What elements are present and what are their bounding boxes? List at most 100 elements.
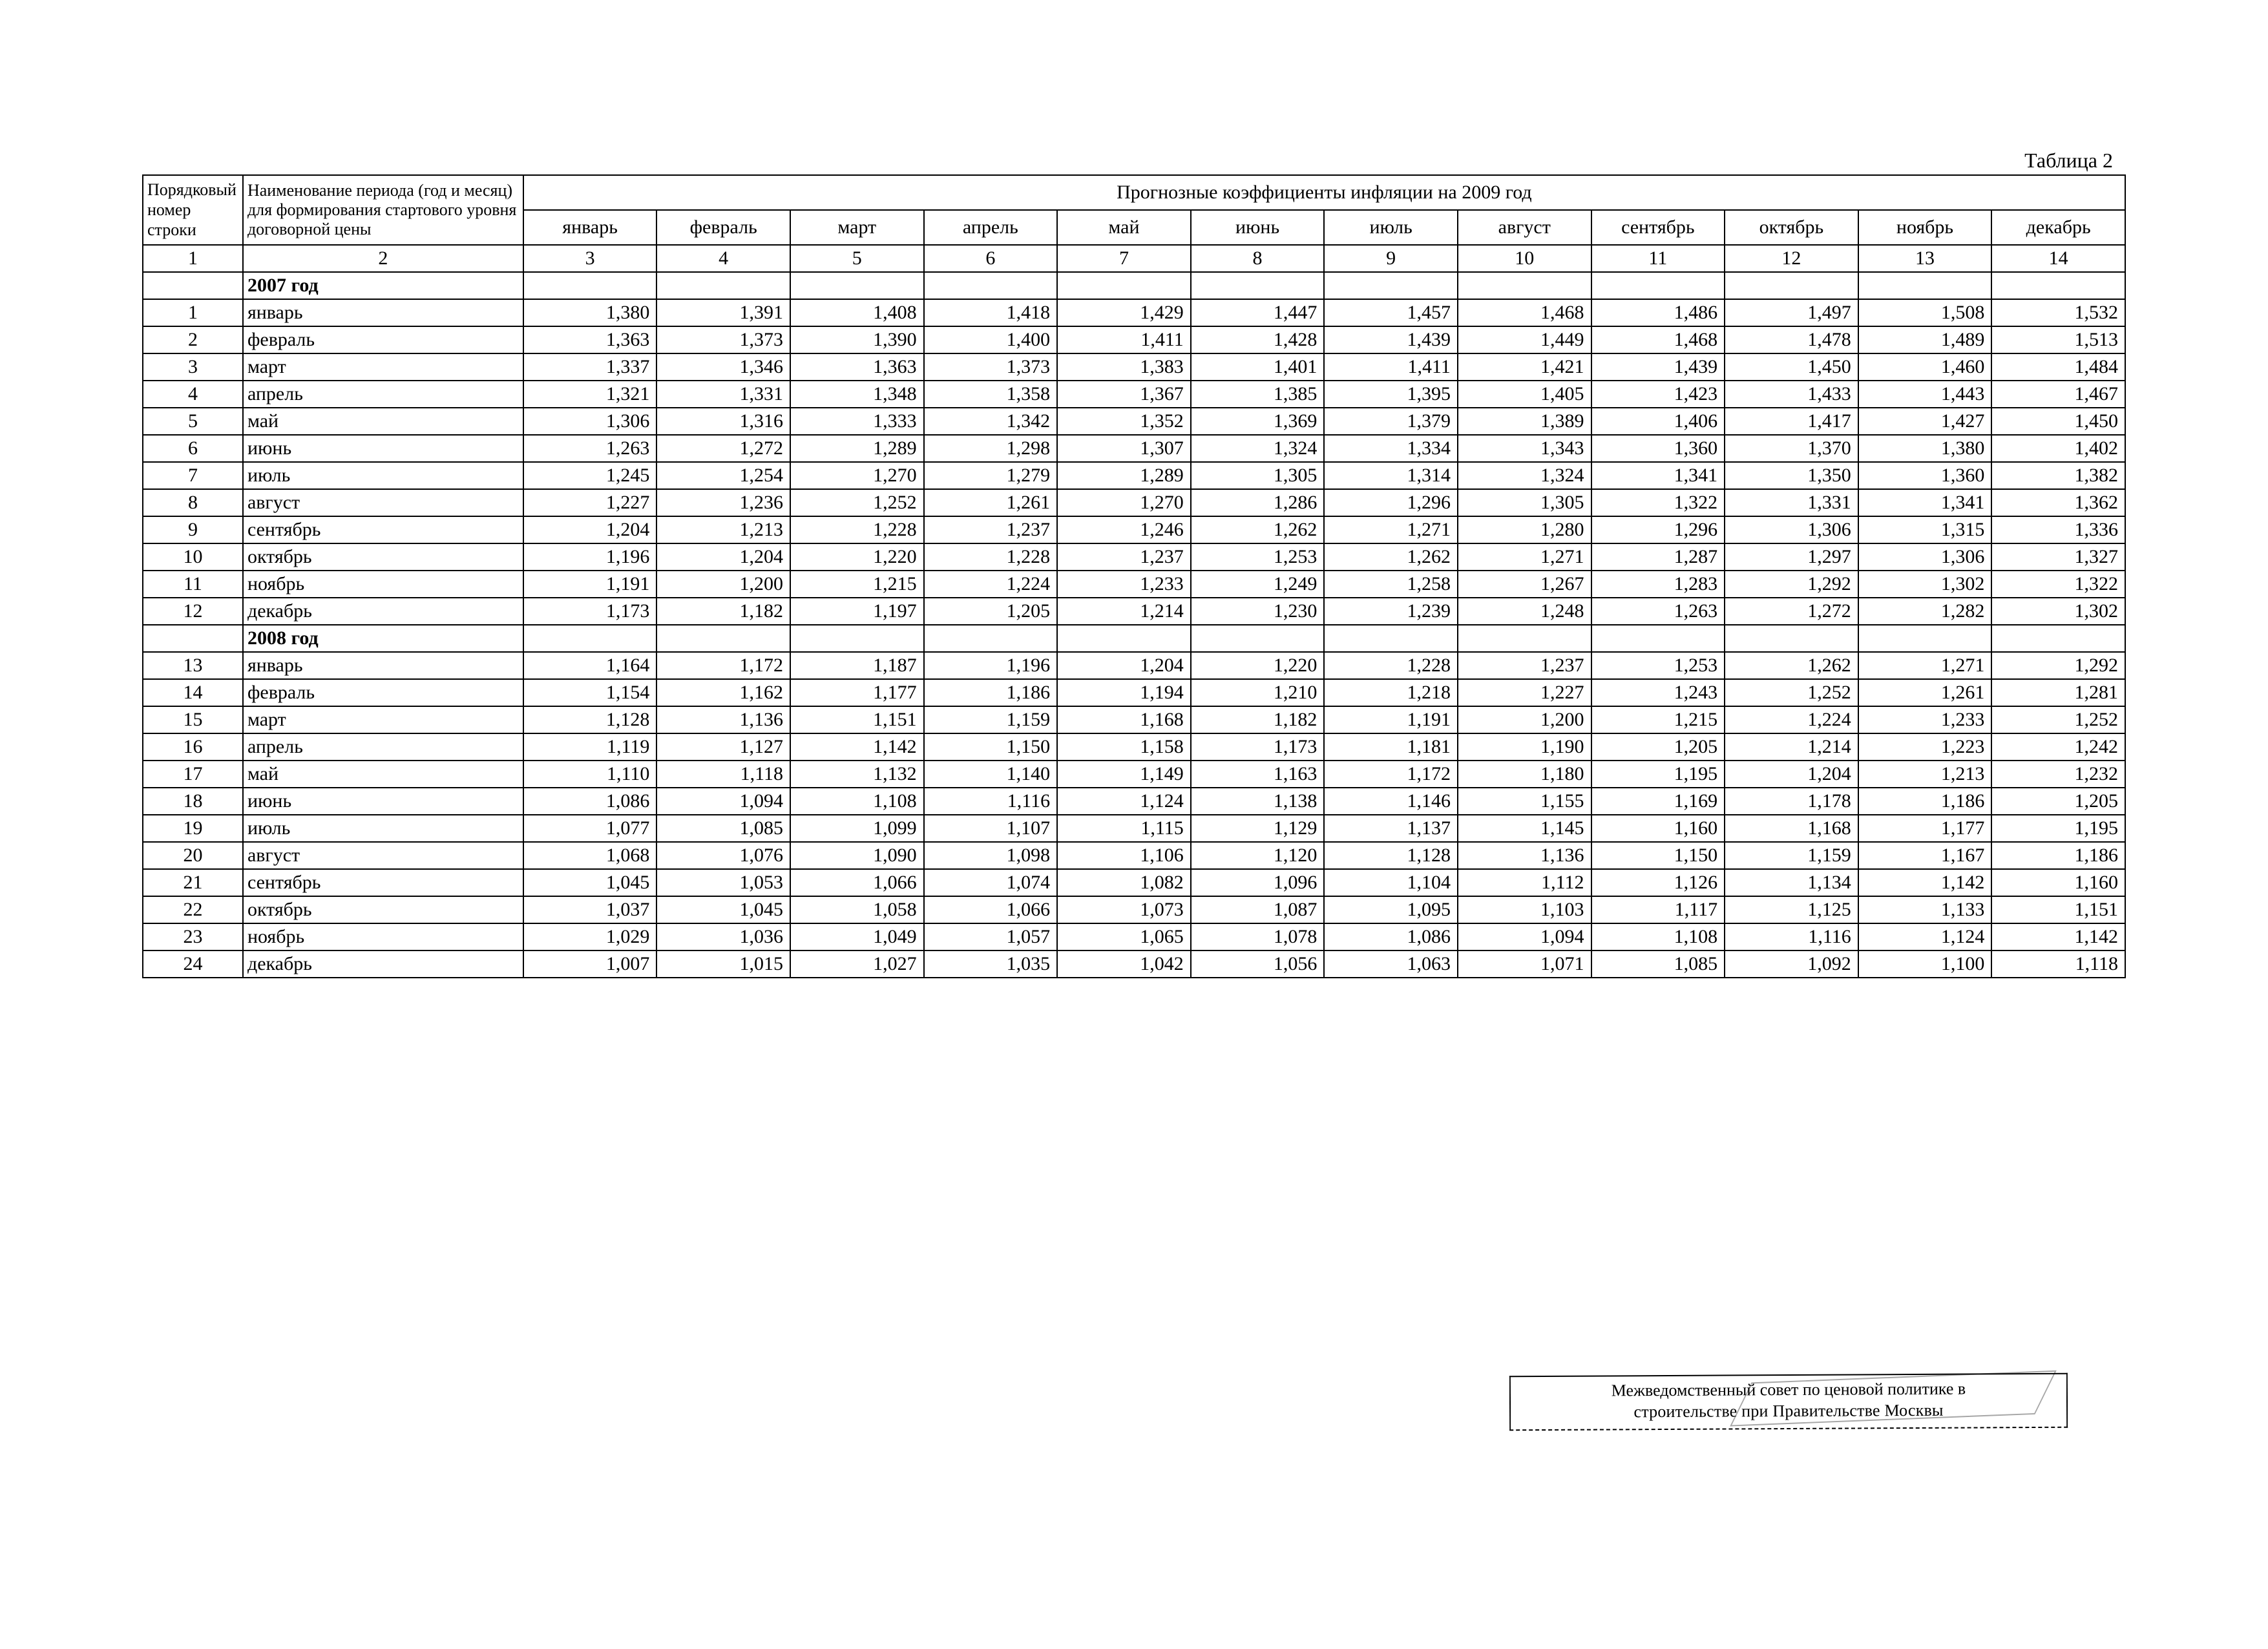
section-empty-cell <box>1057 625 1191 652</box>
section-rownum-empty <box>143 272 243 299</box>
hdr-colnum: 9 <box>1324 245 1458 272</box>
table-row: 4апрель1,3211,3311,3481,3581,3671,3851,3… <box>143 381 2125 408</box>
coef-cell: 1,137 <box>1324 815 1458 842</box>
row-number: 23 <box>143 923 243 951</box>
hdr-colnum: 13 <box>1858 245 1992 272</box>
coef-cell: 1,401 <box>1191 353 1325 381</box>
coef-cell: 1,262 <box>1324 543 1458 571</box>
coef-cell: 1,508 <box>1858 299 1992 326</box>
coef-cell: 1,154 <box>523 679 657 706</box>
coef-cell: 1,200 <box>656 571 790 598</box>
table-body: 2007 год1январь1,3801,3911,4081,4181,429… <box>143 272 2125 978</box>
coef-cell: 1,286 <box>1191 489 1325 516</box>
coef-cell: 1,098 <box>924 842 1058 869</box>
coef-cell: 1,049 <box>790 923 924 951</box>
section-rownum-empty <box>143 625 243 652</box>
coef-cell: 1,129 <box>1191 815 1325 842</box>
coef-cell: 1,145 <box>1458 815 1591 842</box>
section-empty-cell <box>1991 625 2125 652</box>
coef-cell: 1,382 <box>1991 462 2125 489</box>
hdr-colnum: 14 <box>1991 245 2125 272</box>
period-name: ноябрь <box>243 571 523 598</box>
coef-cell: 1,271 <box>1458 543 1591 571</box>
coef-cell: 1,237 <box>1057 543 1191 571</box>
coef-cell: 1,296 <box>1591 516 1725 543</box>
coef-cell: 1,373 <box>924 353 1058 381</box>
table-row: 3март1,3371,3461,3631,3731,3831,4011,411… <box>143 353 2125 381</box>
coef-cell: 1,242 <box>1991 733 2125 761</box>
coef-cell: 1,263 <box>1591 598 1725 625</box>
section-title: 2008 год <box>243 625 523 652</box>
coef-cell: 1,085 <box>656 815 790 842</box>
period-name: март <box>243 353 523 381</box>
coef-cell: 1,094 <box>1458 923 1591 951</box>
coef-cell: 1,168 <box>1725 815 1858 842</box>
coef-cell: 1,433 <box>1725 381 1858 408</box>
table-row: 17май1,1101,1181,1321,1401,1491,1631,172… <box>143 761 2125 788</box>
coef-cell: 1,391 <box>656 299 790 326</box>
coef-cell: 1,074 <box>924 869 1058 896</box>
coef-cell: 1,134 <box>1725 869 1858 896</box>
coef-cell: 1,450 <box>1991 408 2125 435</box>
coef-cell: 1,066 <box>790 869 924 896</box>
coef-cell: 1,252 <box>1725 679 1858 706</box>
coef-cell: 1,140 <box>924 761 1058 788</box>
coef-cell: 1,532 <box>1991 299 2125 326</box>
coef-cell: 1,289 <box>1057 462 1191 489</box>
coef-cell: 1,297 <box>1725 543 1858 571</box>
period-name: июнь <box>243 435 523 462</box>
table-row: 1январь1,3801,3911,4081,4181,4291,4471,4… <box>143 299 2125 326</box>
coef-cell: 1,220 <box>1191 652 1325 679</box>
coef-cell: 1,204 <box>523 516 657 543</box>
coef-cell: 1,261 <box>1858 679 1992 706</box>
coef-cell: 1,232 <box>1991 761 2125 788</box>
section-title: 2007 год <box>243 272 523 299</box>
row-number: 24 <box>143 951 243 978</box>
coef-cell: 1,142 <box>1858 869 1992 896</box>
section-empty-cell <box>1991 272 2125 299</box>
coef-cell: 1,270 <box>790 462 924 489</box>
coef-cell: 1,331 <box>1725 489 1858 516</box>
row-number: 10 <box>143 543 243 571</box>
coef-cell: 1,132 <box>790 761 924 788</box>
coef-cell: 1,429 <box>1057 299 1191 326</box>
coef-cell: 1,210 <box>1191 679 1325 706</box>
coef-cell: 1,150 <box>1591 842 1725 869</box>
coef-cell: 1,213 <box>656 516 790 543</box>
hdr-month: май <box>1057 210 1191 245</box>
coef-cell: 1,253 <box>1191 543 1325 571</box>
coef-cell: 1,195 <box>1591 761 1725 788</box>
hdr-colnum: 12 <box>1725 245 1858 272</box>
section-empty-cell <box>1725 625 1858 652</box>
period-name: октябрь <box>243 543 523 571</box>
section-empty-cell <box>656 625 790 652</box>
coef-cell: 1,385 <box>1191 381 1325 408</box>
coef-cell: 1,348 <box>790 381 924 408</box>
coef-cell: 1,177 <box>1858 815 1992 842</box>
section-empty-cell <box>1057 272 1191 299</box>
coef-cell: 1,092 <box>1725 951 1858 978</box>
coef-cell: 1,237 <box>924 516 1058 543</box>
hdr-month: октябрь <box>1725 210 1858 245</box>
coef-cell: 1,063 <box>1324 951 1458 978</box>
coef-cell: 1,204 <box>656 543 790 571</box>
coef-cell: 1,369 <box>1191 408 1325 435</box>
coef-cell: 1,094 <box>656 788 790 815</box>
coef-cell: 1,126 <box>1591 869 1725 896</box>
coef-cell: 1,068 <box>523 842 657 869</box>
period-name: июнь <box>243 788 523 815</box>
hdr-colnum: 10 <box>1458 245 1591 272</box>
coef-cell: 1,468 <box>1458 299 1591 326</box>
section-empty-cell <box>924 272 1058 299</box>
coef-cell: 1,450 <box>1725 353 1858 381</box>
coef-cell: 1,200 <box>1458 706 1591 733</box>
period-name: февраль <box>243 326 523 353</box>
hdr-month: ноябрь <box>1858 210 1992 245</box>
coef-cell: 1,108 <box>790 788 924 815</box>
coef-cell: 1,489 <box>1858 326 1992 353</box>
coef-cell: 1,236 <box>656 489 790 516</box>
coef-cell: 1,227 <box>1458 679 1591 706</box>
period-name: август <box>243 489 523 516</box>
coef-cell: 1,305 <box>1191 462 1325 489</box>
coef-cell: 1,100 <box>1858 951 1992 978</box>
